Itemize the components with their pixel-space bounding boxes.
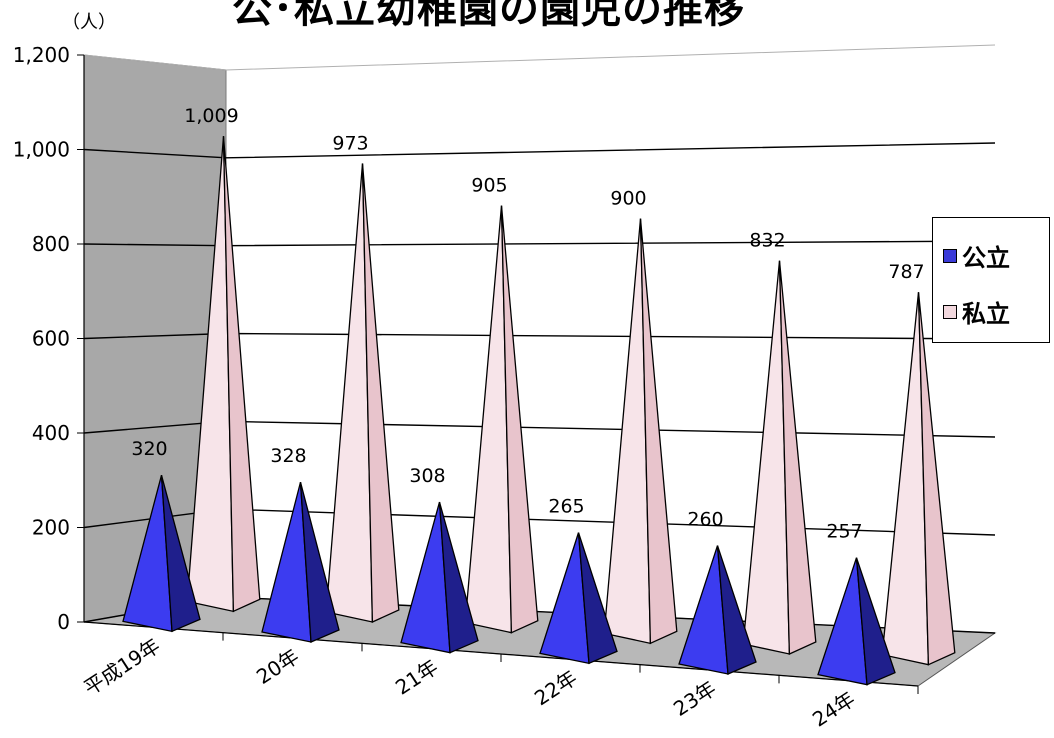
public-pyramid-side-face (577, 532, 618, 665)
public-pyramid (817, 557, 896, 686)
gridline (83, 142, 996, 159)
y-tick-label: 200 (32, 516, 70, 540)
data-label-public: 265 (548, 496, 584, 518)
data-label-private: 900 (610, 188, 646, 210)
y-tick-label: 0 (57, 610, 70, 634)
public-pyramid-side-face (299, 481, 340, 643)
y-tick-label: 1,200 (13, 43, 70, 67)
legend-swatch-public (943, 248, 957, 263)
private-pyramid-side-face (500, 205, 539, 634)
private-pyramid (603, 218, 678, 645)
data-label-private: 787 (888, 261, 924, 283)
y-tick-label: 600 (32, 327, 70, 351)
public-pyramid-side-face (855, 557, 896, 686)
gridline (83, 44, 996, 71)
y-tick-label: 800 (32, 232, 70, 256)
legend-label-private: 私立 (962, 300, 1010, 328)
data-label-public: 320 (131, 438, 167, 460)
x-tick-label: 21年 (391, 655, 442, 700)
public-pyramid-side-face (716, 545, 757, 675)
private-pyramid (464, 205, 539, 634)
chart-marks (122, 136, 956, 686)
x-tick-label: 20年 (252, 644, 303, 689)
public-pyramid-side-face (160, 474, 201, 633)
public-pyramid (400, 501, 479, 654)
private-pyramid (186, 136, 261, 613)
data-label-private: 1,009 (184, 105, 238, 127)
private-pyramid-side-face (222, 136, 261, 613)
legend-label-public: 公立 (962, 244, 1010, 272)
data-label-public: 308 (409, 465, 445, 487)
y-tick-labels: 0 200 400 600 800 1,000 1,200 (13, 43, 70, 634)
public-pyramid-side-face (438, 501, 479, 654)
x-tick-label: 平成19年 (79, 633, 164, 700)
legend-swatch-private (943, 304, 957, 319)
y-tick-label: 400 (32, 421, 70, 445)
y-axis-unit: （人） (62, 12, 116, 33)
legend: 公立 私立 (932, 217, 1050, 343)
private-pyramid (742, 260, 817, 655)
data-labels: 320 1,009 328 973 308 905 265 900 260 832 257 787 (131, 105, 924, 543)
data-label-public: 328 (270, 445, 306, 467)
x-tick-label: 22年 (530, 665, 581, 710)
x-tick-label: 23年 (669, 676, 720, 721)
private-pyramid-side-face (639, 218, 678, 645)
private-pyramid (881, 292, 956, 666)
public-pyramid (678, 545, 757, 675)
x-tick-label: 24年 (808, 687, 859, 732)
legend-item-public: 公立 (943, 238, 1010, 273)
legend-item-private: 私立 (943, 294, 1010, 329)
data-label-private: 832 (749, 230, 785, 252)
public-pyramid (261, 481, 340, 643)
private-pyramid-side-face (917, 292, 956, 666)
private-pyramid (325, 163, 400, 623)
private-pyramid-side-face (361, 163, 400, 623)
private-pyramid-side-face (778, 260, 817, 655)
data-label-private: 905 (471, 175, 507, 197)
data-label-private: 973 (332, 132, 368, 154)
public-pyramid (539, 532, 618, 665)
data-label-public: 260 (687, 509, 723, 531)
data-label-public: 257 (826, 521, 862, 543)
y-tick-label: 1,000 (13, 138, 70, 162)
chart-title: 公･私立幼稚園の園児の推移 (232, 0, 745, 32)
public-pyramid (122, 474, 201, 633)
